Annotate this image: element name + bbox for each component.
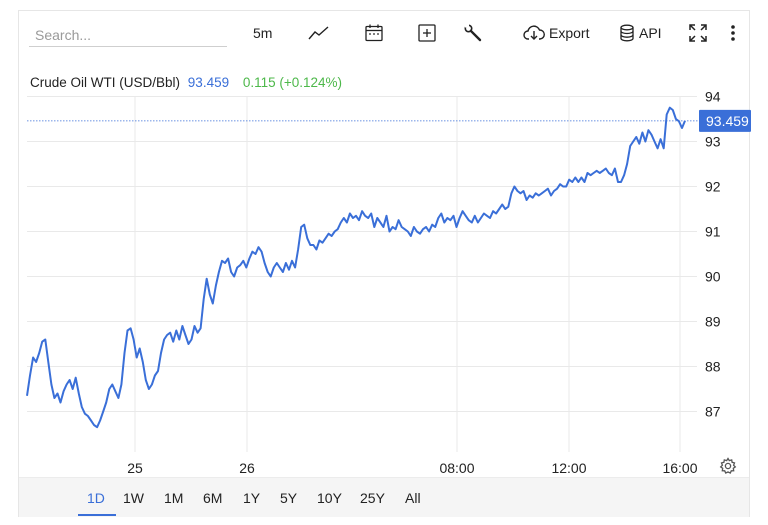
export-label: Export xyxy=(549,25,590,41)
date-range-button[interactable] xyxy=(364,21,384,45)
add-indicator-button[interactable] xyxy=(417,21,437,45)
range-25y-button[interactable]: 25Y xyxy=(360,490,385,506)
interval-label: 5m xyxy=(253,25,273,41)
chart-widget: 5m xyxy=(18,10,751,517)
instrument-name: Crude Oil WTI (USD/Bbl) xyxy=(30,75,181,90)
more-vertical-icon xyxy=(731,25,735,41)
chart-type-button[interactable] xyxy=(308,21,330,45)
price-chart[interactable]: 87 88 89 90 91 92 93 94 25 26 08:00 12:00 16:00 93.… xyxy=(19,11,751,477)
plus-box-icon xyxy=(418,24,436,42)
active-range-indicator xyxy=(78,514,116,516)
last-price-label: 93.459 xyxy=(706,113,749,129)
fullscreen-icon xyxy=(689,24,707,42)
settings-gear-icon[interactable] xyxy=(719,457,737,475)
last-price-marker: 93.459 xyxy=(699,109,751,132)
api-label: API xyxy=(639,25,662,41)
instrument-price: 93.459 xyxy=(187,75,230,90)
x-tick-label: 16:00 xyxy=(662,460,697,476)
wrench-icon xyxy=(464,24,482,42)
y-tick-label: 89 xyxy=(705,314,721,330)
y-tick-label: 90 xyxy=(705,269,721,285)
range-1w-button[interactable]: 1W xyxy=(123,490,144,506)
range-5y-button[interactable]: 5Y xyxy=(280,490,298,506)
x-tick-label: 12:00 xyxy=(551,460,586,476)
calendar-icon xyxy=(365,24,383,42)
cloud-download-icon xyxy=(523,25,545,40)
search-input[interactable] xyxy=(29,23,227,47)
y-tick-label: 94 xyxy=(705,89,721,105)
toolbar: 5m xyxy=(19,11,751,53)
more-options-button[interactable] xyxy=(729,21,737,45)
y-tick-label: 91 xyxy=(705,224,721,240)
x-axis-labels: 25 26 08:00 12:00 16:00 xyxy=(127,460,698,476)
range-1m-button[interactable]: 1M xyxy=(164,490,184,506)
x-tick-label: 25 xyxy=(127,460,143,476)
y-tick-label: 87 xyxy=(705,404,721,420)
instrument-change: 0.115 (+0.124%) xyxy=(242,75,343,90)
chart-grid xyxy=(27,96,697,452)
y-tick-label: 93 xyxy=(705,134,721,150)
y-axis-labels: 87 88 89 90 91 92 93 94 xyxy=(705,89,721,420)
instrument-header: Crude Oil WTI (USD/Bbl) 93.459 0.115 (+0… xyxy=(30,75,342,90)
range-selector: 1D 1W 1M 6M 1Y 5Y 10Y 25Y All xyxy=(19,477,749,517)
range-6m-button[interactable]: 6M xyxy=(203,490,223,506)
fullscreen-button[interactable] xyxy=(688,21,708,45)
y-tick-label: 92 xyxy=(705,179,721,195)
tools-button[interactable] xyxy=(463,21,483,45)
range-1d-button[interactable]: 1D xyxy=(87,490,105,506)
api-button[interactable]: API xyxy=(619,21,662,45)
export-button[interactable]: Export xyxy=(523,21,589,45)
price-series-line xyxy=(26,106,686,429)
x-tick-label: 08:00 xyxy=(439,460,474,476)
range-all-button[interactable]: All xyxy=(405,490,421,506)
y-tick-label: 88 xyxy=(705,359,721,375)
database-icon xyxy=(620,24,634,42)
interval-selector[interactable]: 5m xyxy=(253,21,272,45)
range-10y-button[interactable]: 10Y xyxy=(317,490,342,506)
line-chart-icon xyxy=(308,26,329,40)
range-1y-button[interactable]: 1Y xyxy=(243,490,261,506)
x-tick-label: 26 xyxy=(239,460,255,476)
